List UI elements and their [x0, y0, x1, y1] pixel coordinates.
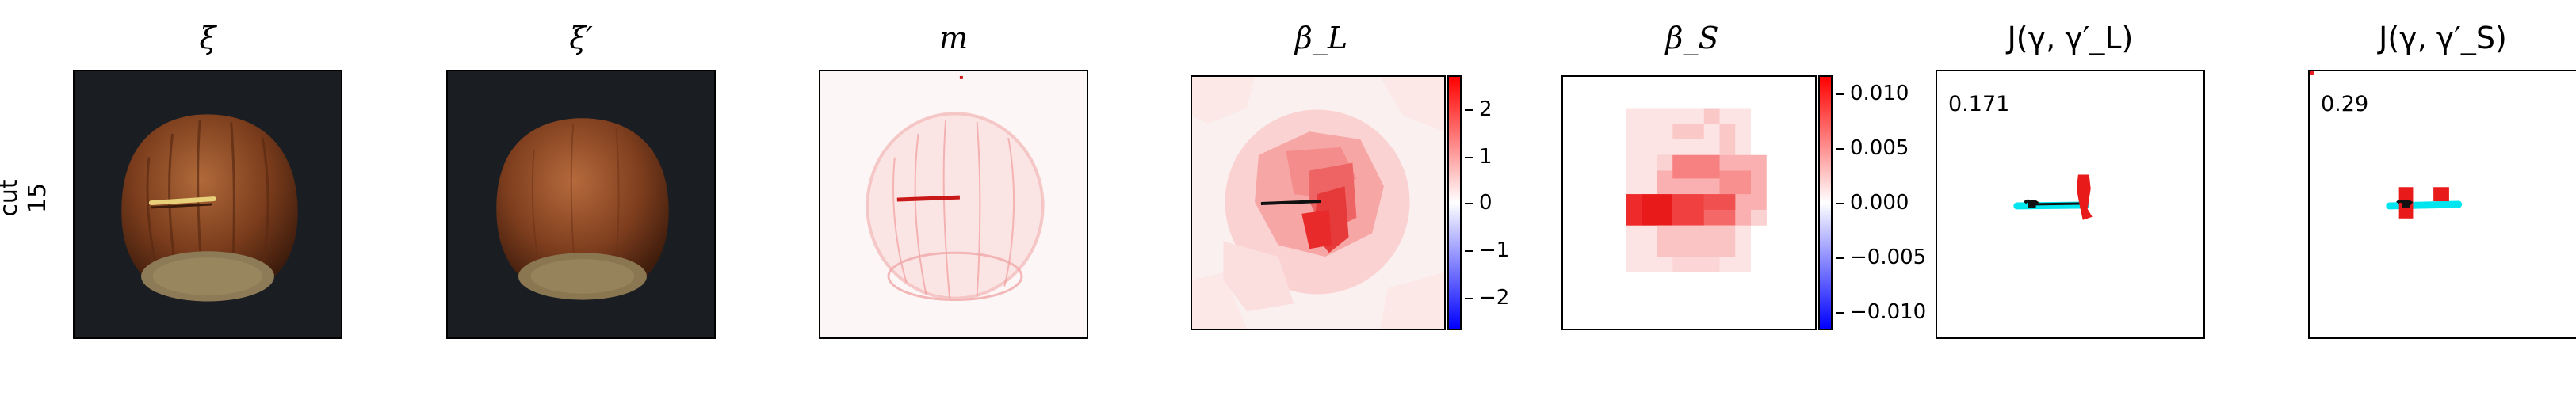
- title-j-l: J(γ, γ′_L): [2007, 21, 2134, 55]
- beta-s-colorbar: [1818, 75, 1833, 330]
- j-l-curve-overlay: [2013, 174, 2093, 220]
- beta-l-colorbar: [1447, 75, 1462, 330]
- j-l-value: 0.171: [1948, 92, 2010, 116]
- beta-s-tick-0000: 0.000: [1835, 191, 1909, 215]
- panel-beta-l-map: [1191, 75, 1446, 330]
- panel-m-map: [819, 70, 1088, 339]
- difference-map: [866, 75, 1045, 302]
- beta-s-tick-0005: 0.005: [1835, 136, 1909, 160]
- row-label-text: cut 15: [0, 179, 52, 217]
- title-beta-l: β_L: [1294, 21, 1348, 55]
- title-j-s: J(γ, γ′_S): [2379, 21, 2507, 55]
- panel-xi-image: [73, 70, 342, 339]
- title-xi-prime: ξ′: [569, 21, 593, 55]
- beta-l-tick-0: 0: [1465, 191, 1492, 215]
- beta-l-segment-map: [1192, 77, 1444, 329]
- j-s-value: 0.29: [2321, 92, 2369, 116]
- beta-s-tick-neg0010: −0.010: [1835, 300, 1927, 324]
- panel-j-s: 0.29: [2308, 70, 2576, 339]
- title-xi: ξ: [199, 21, 216, 55]
- panel-j-l: 0.171: [1936, 70, 2205, 339]
- title-beta-s: β_S: [1665, 21, 1719, 55]
- beta-l-tick-1: 1: [1465, 145, 1492, 169]
- beta-s-tick-neg0005: −0.005: [1835, 246, 1927, 269]
- j-s-curve-overlay: [2310, 71, 2463, 219]
- beta-l-tick-neg1: −1: [1464, 238, 1510, 262]
- panel-xi-prime-image: [446, 70, 716, 339]
- beta-l-tick-neg2: −2: [1464, 286, 1510, 310]
- beta-l-tick-2: 2: [1465, 97, 1492, 121]
- title-m: m: [938, 21, 969, 55]
- panel-beta-s-map: [1561, 75, 1817, 330]
- beta-s-tick-0010: 0.010: [1835, 82, 1909, 105]
- row-label: cut 15: [0, 143, 52, 253]
- hazelnut-image: [121, 114, 298, 302]
- beta-s-patch-map: [1626, 108, 1767, 272]
- hazelnut-reconstruction-image: [496, 118, 669, 300]
